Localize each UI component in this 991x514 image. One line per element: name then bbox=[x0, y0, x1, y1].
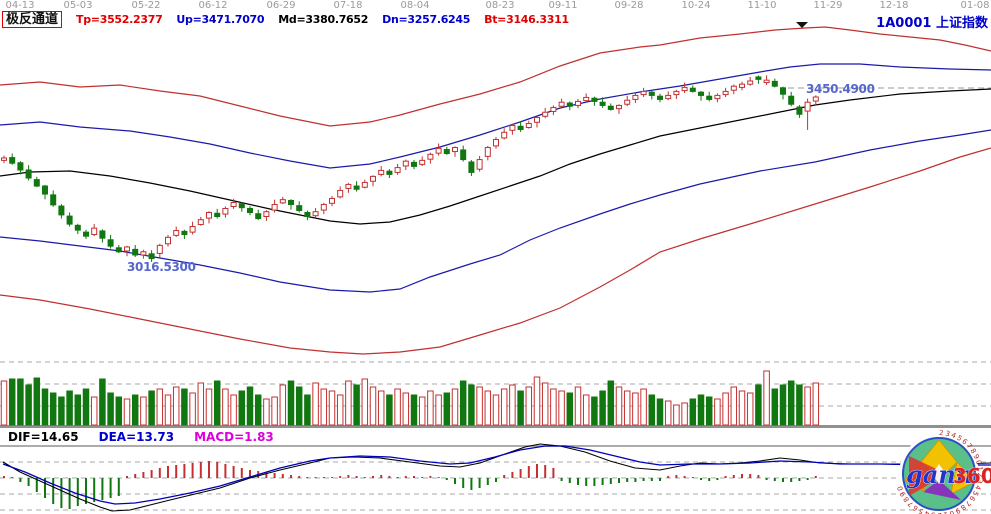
channel-param-dn: Dn=3257.6245 bbox=[382, 13, 471, 26]
channel-line-up bbox=[0, 63, 991, 169]
date-label: 04-13 bbox=[5, 0, 35, 11]
macd-dif-label: DIF=14.65 bbox=[8, 430, 79, 444]
logo-purple-triangle bbox=[923, 480, 961, 500]
volume-bars-group bbox=[0, 370, 820, 426]
indicator-header: 极反通道 Tp=3552.2377 Up=3471.7070 Md=3380.7… bbox=[2, 11, 569, 28]
gann360-logo: gann 360 23456789012345678901234567890 bbox=[896, 430, 991, 514]
date-label: 10-24 bbox=[681, 0, 711, 11]
date-label: 08-23 bbox=[485, 0, 515, 11]
date-label: 05-22 bbox=[131, 0, 161, 11]
channel-line-bt bbox=[0, 147, 991, 355]
date-label: 09-11 bbox=[548, 0, 578, 11]
date-label: 01-08 bbox=[960, 0, 990, 11]
channel-line-md bbox=[0, 88, 991, 225]
date-label: 06-12 bbox=[198, 0, 228, 11]
date-label: 05-03 bbox=[63, 0, 93, 11]
symbol-label: 1A0001 上证指数 bbox=[876, 16, 988, 31]
date-label: 09-28 bbox=[614, 0, 644, 11]
date-axis: 04-13 05-03 05-22 06-12 06-29 07-18 08-04 08-23… bbox=[0, 0, 991, 11]
date-label: 06-29 bbox=[266, 0, 296, 11]
macd-dea-line bbox=[2, 445, 991, 505]
channel-line-tp bbox=[0, 26, 991, 127]
channel-lines-group bbox=[0, 26, 991, 355]
channel-line-dn bbox=[0, 129, 991, 293]
logo-text-gann: gann bbox=[906, 460, 973, 489]
price-annotation-high: 3450.4900 bbox=[806, 82, 875, 96]
date-label: 12-18 bbox=[879, 0, 909, 11]
date-label: 07-18 bbox=[333, 0, 363, 11]
candles-group bbox=[1, 75, 819, 262]
channel-param-up: Up=3471.7070 bbox=[176, 13, 265, 26]
channel-param-tp: Tp=3552.2377 bbox=[76, 13, 163, 26]
indicator-name-badge[interactable]: 极反通道 bbox=[2, 11, 63, 28]
logo-text-360: 360 bbox=[953, 464, 991, 488]
macd-header: DIF=14.65 DEA=13.73 MACD=1.83 bbox=[8, 430, 274, 444]
logo-white-diamond bbox=[932, 464, 946, 484]
channel-param-md: Md=3380.7652 bbox=[278, 13, 369, 26]
macd-macd-label: MACD=1.83 bbox=[194, 430, 274, 444]
logo-red-triangle bbox=[909, 456, 947, 496]
channel-param-bt: Bt=3146.3311 bbox=[484, 13, 569, 26]
macd-dif-line bbox=[2, 443, 991, 512]
volume-baseline bbox=[0, 425, 991, 428]
peak-marker-triangle bbox=[796, 22, 808, 28]
logo-yellow-triangle bbox=[950, 461, 975, 495]
macd-dea-label: DEA=13.73 bbox=[98, 430, 175, 444]
date-label: 11-10 bbox=[747, 0, 777, 11]
macd-histogram-group bbox=[3, 461, 817, 509]
price-annotation-low: 3016.5300 bbox=[127, 260, 196, 274]
date-label: 11-29 bbox=[813, 0, 843, 11]
date-label: 08-04 bbox=[400, 0, 430, 11]
